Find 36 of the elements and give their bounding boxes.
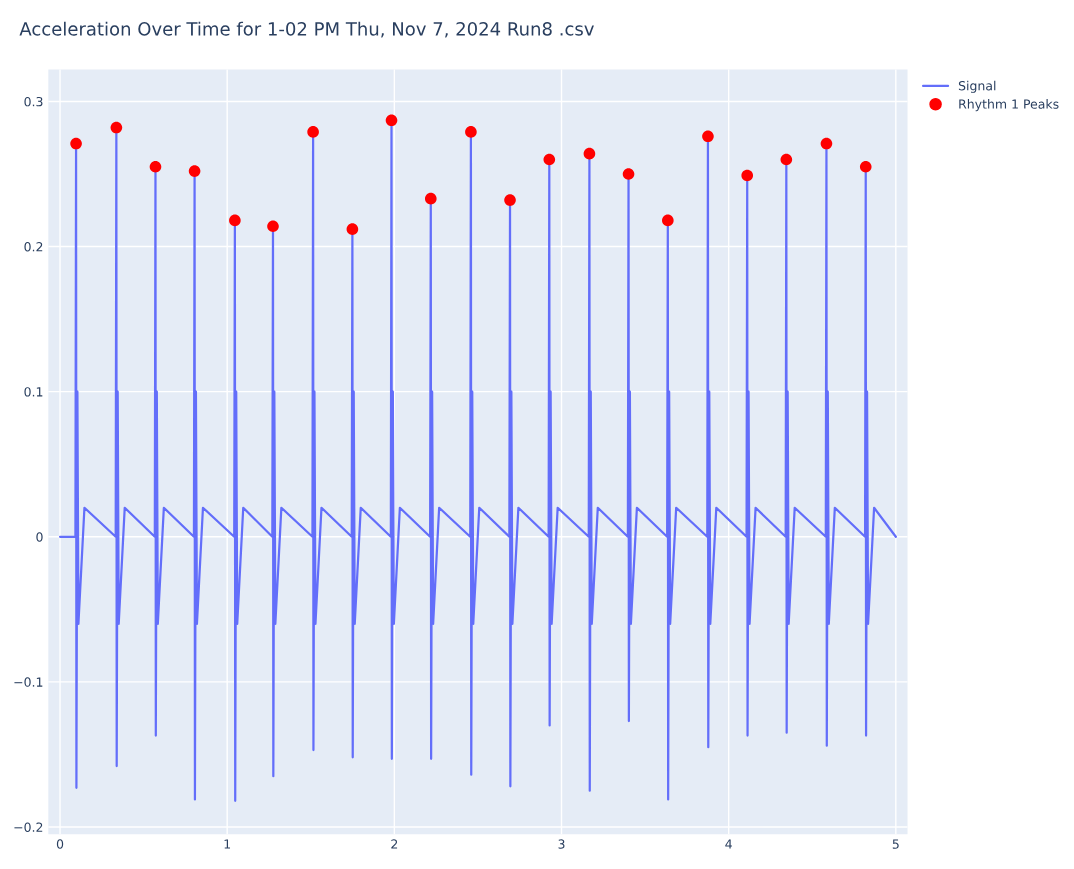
- point: [741, 169, 754, 182]
- point: [70, 137, 82, 150]
- y-tick-label: 0.2: [24, 242, 43, 252]
- x-tick-label: 1: [224, 839, 231, 849]
- point: [859, 160, 872, 173]
- x-tick-label: 3: [558, 839, 565, 849]
- point: [465, 126, 477, 138]
- x-tick-label: 0: [56, 839, 64, 849]
- point: [110, 121, 123, 134]
- y-tick-label: −0.1: [14, 677, 43, 687]
- point: [149, 160, 162, 173]
- point: [583, 147, 596, 160]
- point: [188, 165, 201, 177]
- point: [504, 194, 516, 206]
- point: [229, 214, 241, 227]
- point: [543, 153, 556, 166]
- legend-label: Signal: [958, 80, 996, 93]
- y-tick-label: −0.2: [14, 822, 43, 832]
- point: [702, 130, 714, 143]
- point: [307, 126, 319, 138]
- point: [385, 114, 398, 127]
- y-tick-label: 0.3: [24, 96, 43, 107]
- point: [662, 214, 674, 227]
- chart-title: Acceleration Over Time for 1-02 PM Thu, Nov 7, 2024 Run8 .csv: [19, 21, 594, 38]
- x-tick-label: 4: [725, 839, 732, 849]
- point: [780, 153, 793, 166]
- x-tick-label: 2: [391, 839, 398, 849]
- legend-label: Rhythm 1 Peaks: [959, 99, 1059, 112]
- point: [622, 168, 635, 180]
- x-tick-label: 5: [892, 839, 899, 849]
- y-tick-label: 0: [36, 532, 43, 542]
- y-tick-label: 0.1: [24, 387, 43, 397]
- point: [267, 220, 279, 233]
- point: [346, 223, 359, 235]
- point: [424, 192, 437, 205]
- point: [820, 137, 833, 150]
